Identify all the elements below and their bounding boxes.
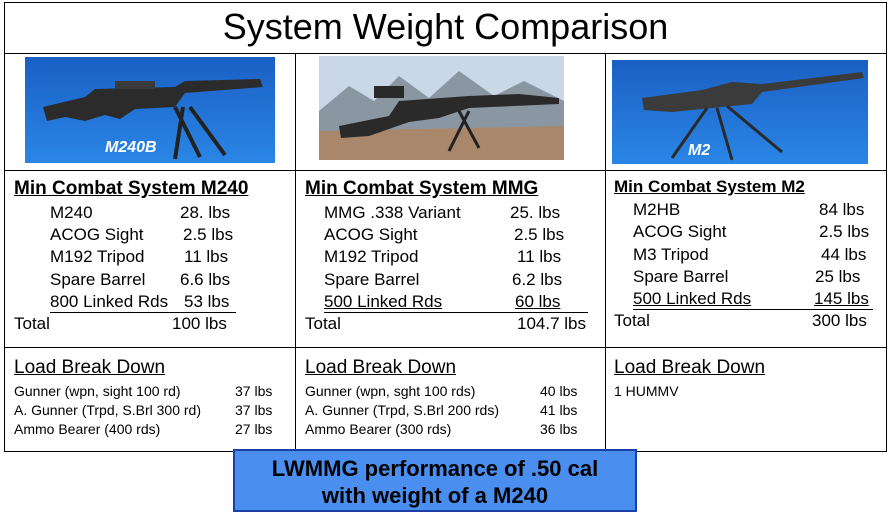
item-name: 500 Linked Rds	[324, 292, 443, 311]
subtotal-rule	[633, 309, 873, 310]
item-name: M3 Tripod	[633, 245, 709, 264]
subtotal-rule	[50, 312, 236, 313]
summary-callout: LWMMG performance of .50 cal with weight…	[233, 449, 637, 512]
item-name: Spare Barrel	[50, 270, 146, 289]
item-name: MMG .338 Variant	[324, 203, 461, 222]
item-weight: 28. lbs	[180, 203, 231, 222]
load-weight: 37 lbs	[235, 402, 273, 418]
load-breakdown-title: Load Break Down	[614, 357, 766, 378]
item-weight: 44 lbs	[821, 245, 867, 264]
total-label: Total	[305, 314, 341, 333]
system-title: Min Combat System M2	[614, 177, 805, 196]
load-role: Ammo Bearer (400 rds)	[14, 421, 161, 437]
row-divider-photos	[4, 170, 887, 171]
load-breakdown-title: Load Break Down	[305, 357, 457, 378]
mmg-photo	[319, 56, 564, 160]
load-role: A. Gunner (Trpd, S.Brl 200 rds)	[305, 402, 499, 418]
total-label: Total	[14, 314, 50, 333]
item-weight: 60 lbs	[515, 292, 561, 311]
item-weight: 2.5 lbs	[819, 222, 870, 241]
item-name: 800 Linked Rds	[50, 292, 169, 311]
load-role: Gunner (wpn, sight 100 rd)	[14, 383, 181, 399]
item-weight: 11 lbs	[517, 247, 562, 266]
m240b-photo-label: M240B	[105, 139, 157, 156]
total-label: Total	[614, 311, 650, 330]
subtotal-rule	[324, 312, 588, 313]
item-name: M192 Tripod	[50, 247, 145, 266]
item-name: M2HB	[633, 200, 681, 219]
item-weight: 84 lbs	[819, 200, 865, 219]
item-weight: 53 lbs	[184, 292, 230, 311]
m2-photo-label: M2	[688, 142, 711, 159]
item-name: ACOG Sight	[633, 222, 727, 241]
page-title: System Weight Comparison	[4, 2, 887, 54]
load-weight: 40 lbs	[540, 383, 578, 399]
callout-line-1: LWMMG performance of .50 cal	[271, 456, 599, 481]
load-role: A. Gunner (Trpd, S.Brl 300 rd)	[14, 402, 201, 418]
total-value: 104.7 lbs	[517, 314, 586, 333]
system-title: Min Combat System MMG	[305, 178, 539, 199]
item-name: Spare Barrel	[324, 270, 420, 289]
system-title: Min Combat System M240	[14, 178, 249, 199]
m2-photo: M2	[612, 60, 868, 164]
item-name: Spare Barrel	[633, 267, 729, 286]
item-weight: 25. lbs	[510, 203, 561, 222]
column-divider-1	[295, 54, 296, 450]
load-weight: 27 lbs	[235, 421, 273, 437]
item-name: ACOG Sight	[324, 225, 418, 244]
load-role: Ammo Bearer (300 rds)	[305, 421, 452, 437]
item-name: ACOG Sight	[50, 225, 144, 244]
load-breakdown-title: Load Break Down	[14, 357, 166, 378]
load-weight: 36 lbs	[540, 421, 578, 437]
item-weight: 11 lbs	[184, 247, 229, 266]
item-weight: 2.5 lbs	[514, 225, 565, 244]
load-role: 1 HUMMV	[614, 383, 679, 399]
load-role: Gunner (wpn, sght 100 rds)	[305, 383, 476, 399]
m240b-photo: M240B	[25, 57, 275, 163]
row-divider-breakdown	[4, 347, 887, 348]
load-weight: 37 lbs	[235, 383, 273, 399]
item-weight: 2.5 lbs	[183, 225, 234, 244]
load-weight: 41 lbs	[540, 402, 578, 418]
item-weight: 6.2 lbs	[512, 270, 563, 289]
column-divider-2	[605, 54, 606, 450]
item-weight: 145 lbs	[814, 289, 869, 308]
callout-line-2: with weight of a M240	[321, 483, 549, 508]
item-name: 500 Linked Rds	[633, 289, 752, 308]
item-weight: 6.6 lbs	[180, 270, 231, 289]
item-name: M240	[50, 203, 93, 222]
item-name: M192 Tripod	[324, 247, 419, 266]
total-value: 100 lbs	[172, 314, 227, 333]
total-value: 300 lbs	[812, 311, 867, 330]
item-weight: 25 lbs	[815, 267, 861, 286]
